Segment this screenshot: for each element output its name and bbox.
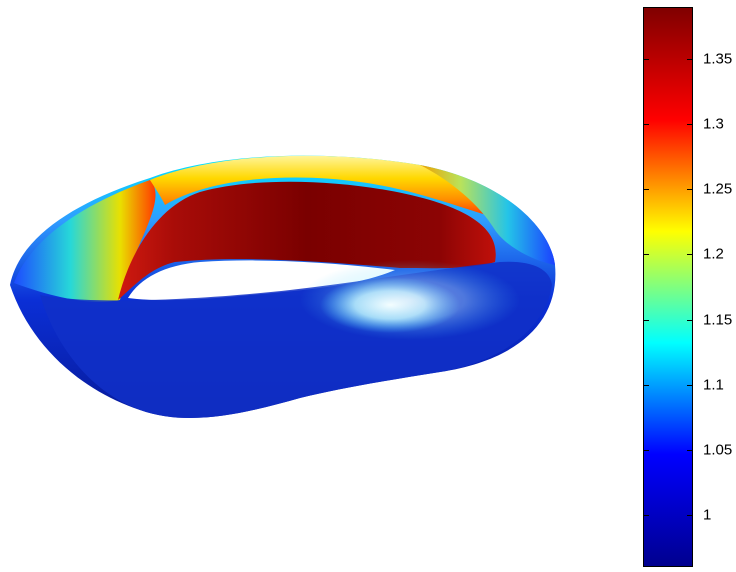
colorbar-tick-label: 1.3 bbox=[703, 115, 724, 133]
band-left-rim bbox=[14, 180, 156, 302]
colorbar-tick-mark bbox=[643, 320, 649, 321]
colorbar-tick-mark bbox=[687, 254, 693, 255]
band-inner-surface bbox=[118, 181, 496, 300]
colorbar-tick-label: 1.25 bbox=[703, 180, 733, 198]
colorbar-tick-mark bbox=[687, 320, 693, 321]
mobius-band-surface bbox=[10, 155, 556, 419]
colorbar-tick-mark bbox=[687, 124, 693, 125]
colorbar-tick-label: 1.1 bbox=[703, 376, 724, 394]
colorbar-tick-label: 1.2 bbox=[703, 245, 724, 263]
colorbar-tick-mark bbox=[687, 385, 693, 386]
colorbar-tick-label: 1 bbox=[703, 506, 712, 524]
colorbar bbox=[643, 7, 693, 567]
band-right-rim bbox=[420, 165, 555, 265]
surface-highlight-glow bbox=[300, 260, 520, 340]
colorbar-tick-mark bbox=[643, 59, 649, 60]
colorbar-tick-mark bbox=[643, 515, 649, 516]
colorbar-tick-label: 1.35 bbox=[703, 50, 733, 68]
colorbar-tick-mark bbox=[643, 385, 649, 386]
colorbar-tick-mark bbox=[643, 124, 649, 125]
band-hole bbox=[128, 260, 395, 301]
colorbar-tick-mark bbox=[687, 450, 693, 451]
colorbar-tick-label: 1.15 bbox=[703, 311, 733, 329]
band-top-rim bbox=[150, 155, 505, 220]
colorbar-tick-mark bbox=[687, 515, 693, 516]
colorbar-tick-mark bbox=[643, 254, 649, 255]
colorbar-tick-mark bbox=[643, 189, 649, 190]
colorbar-tick-mark bbox=[687, 189, 693, 190]
colorbar-tick-mark bbox=[687, 59, 693, 60]
colorbar-tick-mark bbox=[643, 450, 649, 451]
colorbar-gradient bbox=[644, 8, 692, 566]
colorbar-tick-label: 1.05 bbox=[703, 441, 733, 459]
